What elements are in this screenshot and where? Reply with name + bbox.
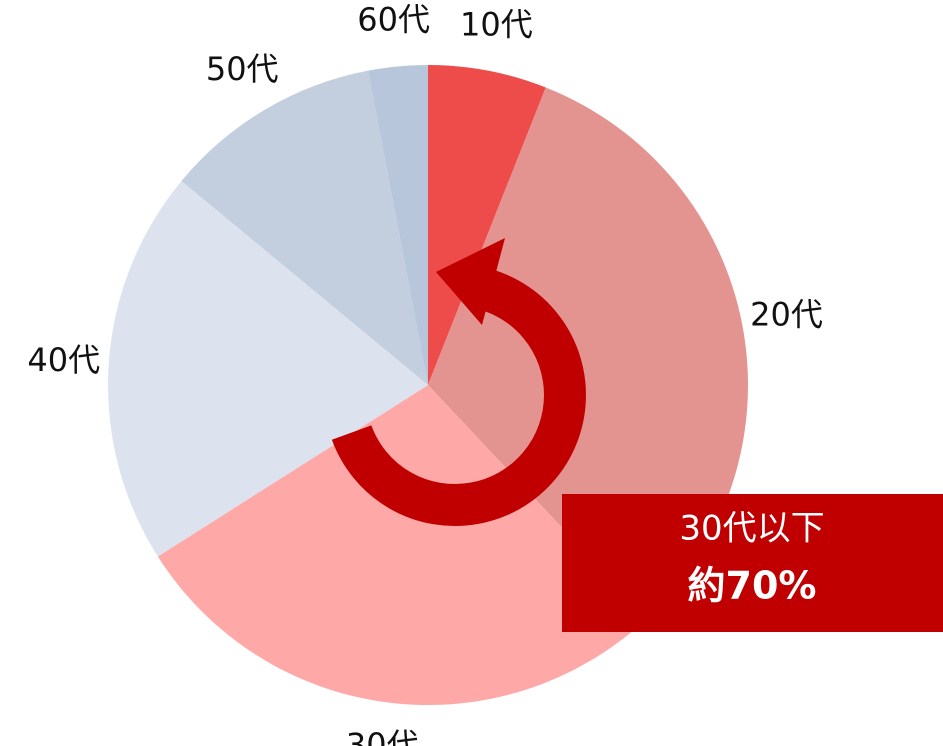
pie bbox=[107, 65, 748, 705]
slice-label: 40代 bbox=[27, 341, 100, 379]
slice bbox=[181, 70, 428, 385]
slice bbox=[428, 65, 546, 385]
annotation-box bbox=[562, 494, 943, 632]
arrow-arc bbox=[331, 266, 586, 526]
slice-label: 50代 bbox=[206, 50, 279, 88]
slice bbox=[368, 65, 428, 385]
slice-label: 10代 bbox=[460, 5, 533, 43]
slice bbox=[428, 87, 748, 619]
slice-label: 30代 bbox=[346, 726, 419, 746]
arrow-head bbox=[436, 238, 505, 325]
slice bbox=[107, 181, 428, 557]
slice bbox=[157, 385, 648, 705]
labels: 10代 20代 30代 40代 50代 60代 bbox=[27, 1, 823, 746]
annotation-line1: 30代以下 bbox=[679, 509, 824, 549]
annotation-line2: 約70% bbox=[688, 564, 817, 608]
slice-label: 60代 bbox=[357, 1, 430, 39]
slice-label: 20代 bbox=[750, 296, 823, 334]
